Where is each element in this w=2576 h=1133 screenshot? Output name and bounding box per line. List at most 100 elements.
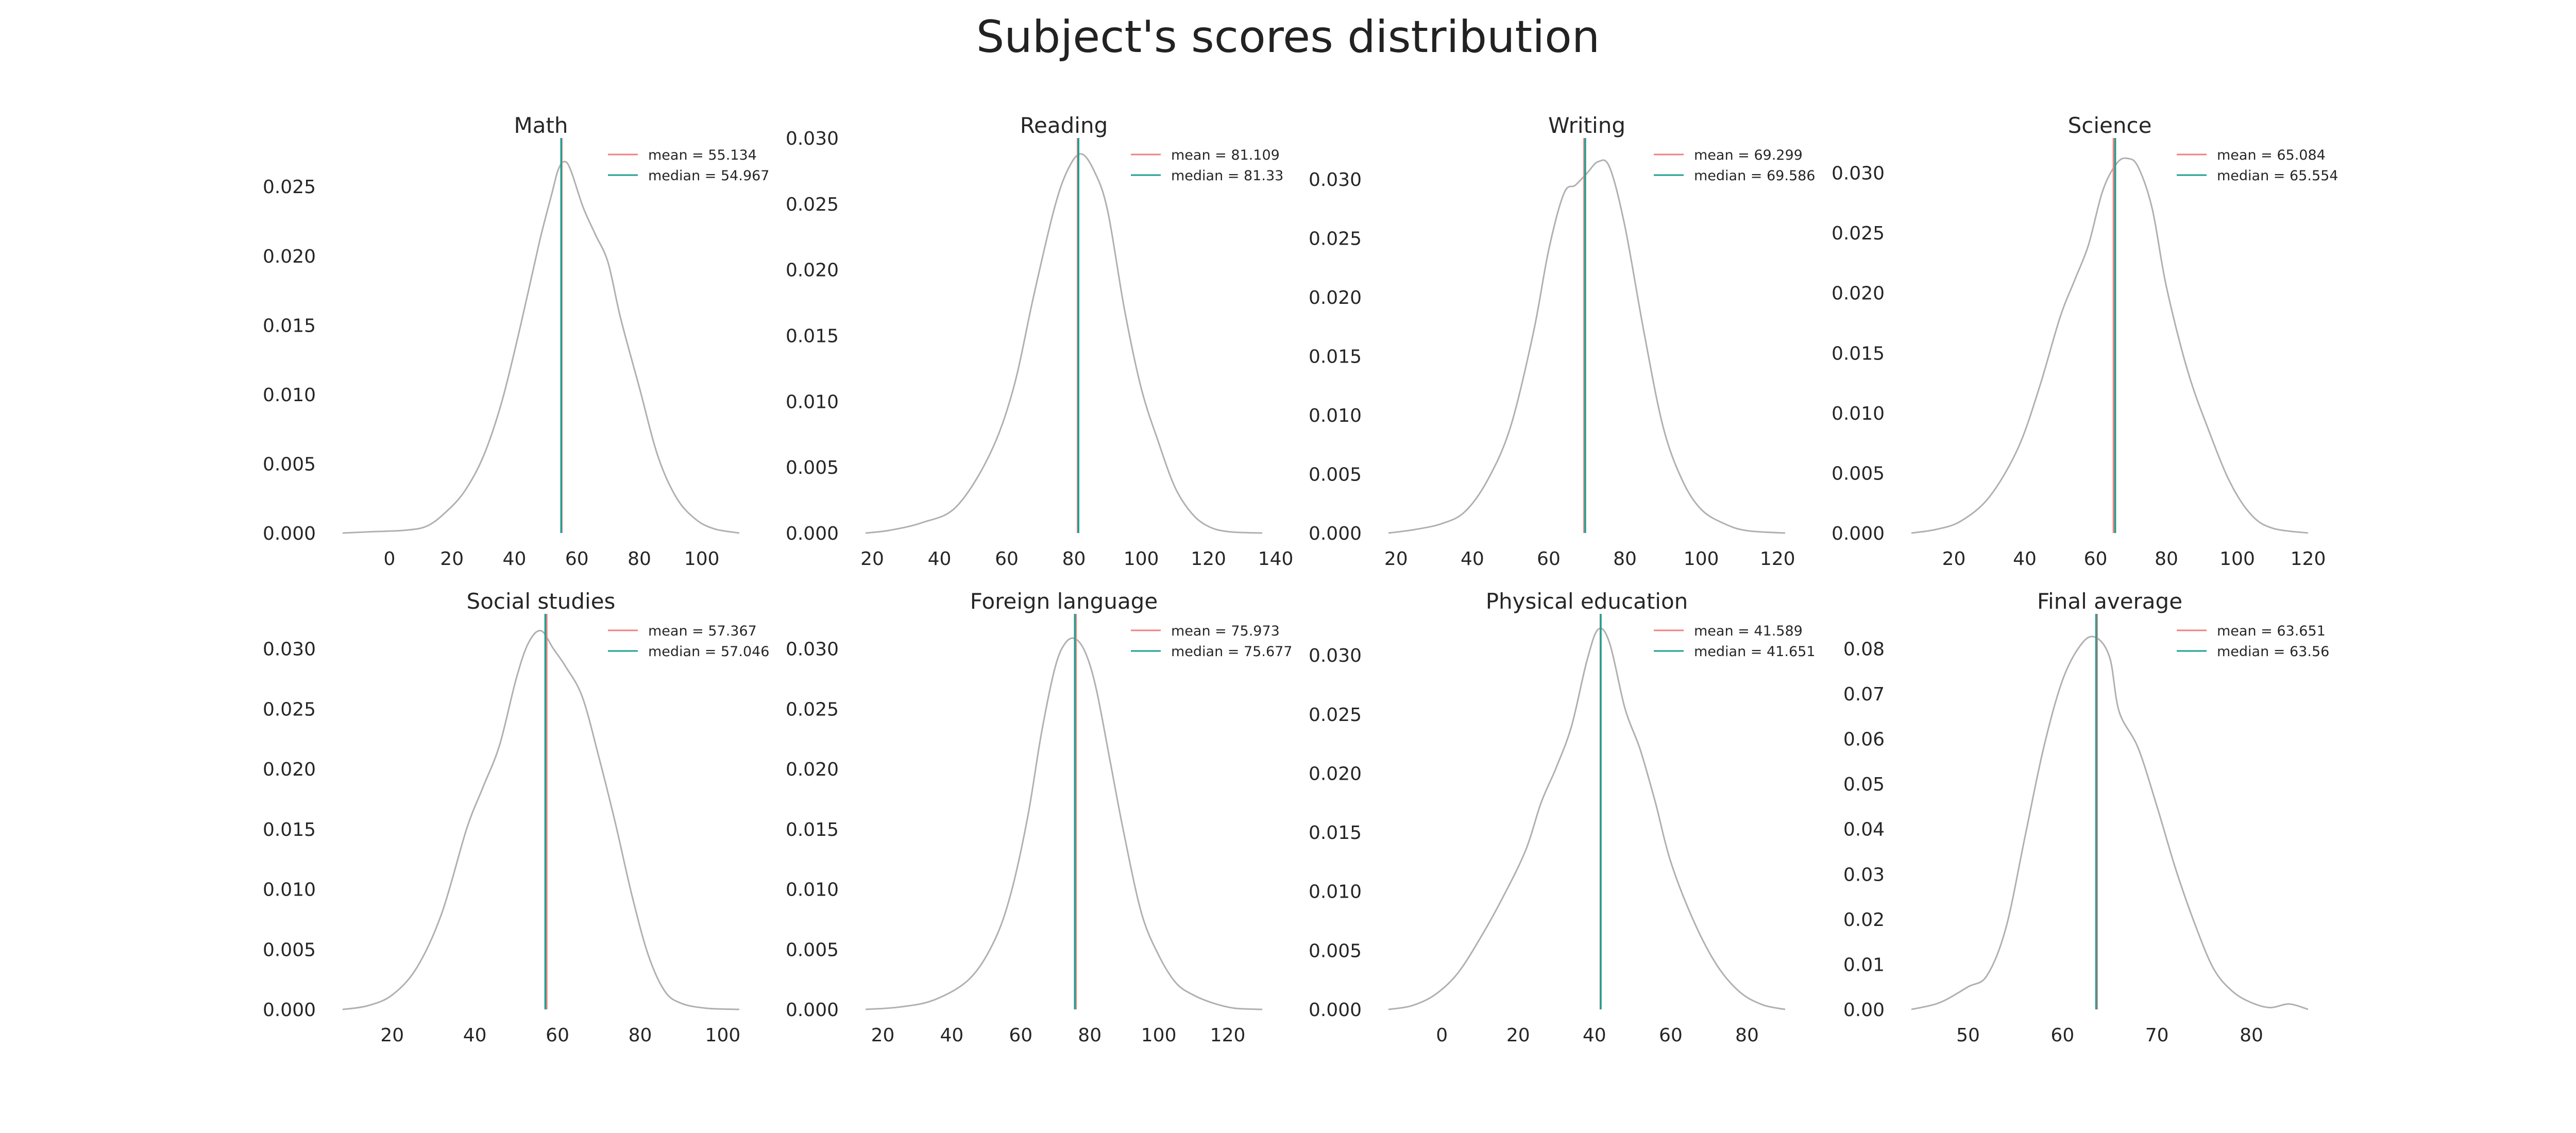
y-tick-label: 0.00 [1843, 1000, 1885, 1021]
y-tick-label: 0.025 [1309, 705, 1362, 726]
y-tick-label: 0.025 [786, 699, 839, 720]
y-tick-label: 0.015 [786, 819, 839, 840]
x-tick-label: 60 [546, 1025, 569, 1046]
density-curve [1911, 636, 2309, 1010]
x-tick-label: 70 [2145, 1025, 2169, 1046]
y-tick-label: 0.025 [786, 194, 839, 215]
x-tick-label: 100 [705, 1025, 741, 1046]
legend: mean = 41.589 median = 41.651 [1654, 623, 1815, 660]
y-tick-label: 0.020 [1309, 763, 1362, 784]
x-tick-label: 120 [1191, 548, 1226, 570]
y-tick-label: 0.005 [1309, 940, 1362, 962]
x-tick-label: 40 [2013, 548, 2037, 570]
y-tick-label: 0.025 [1309, 229, 1362, 250]
x-tick-label: 100 [684, 548, 720, 570]
y-tick-label: 0.08 [1843, 639, 1885, 660]
subplot-writing: Writing 0.000 0.005 0.010 0.015 0.020 0.025 0.0… [1309, 113, 1816, 570]
legend: mean = 65.084 median = 65.554 [2177, 147, 2338, 184]
x-tick-label: 80 [1062, 548, 1086, 570]
x-tick-label: 20 [1384, 548, 1408, 570]
x-tick-label: 60 [1537, 548, 1561, 570]
x-tick-label: 120 [2291, 548, 2326, 570]
legend-mean-label: mean = 57.367 [648, 623, 757, 639]
legend-median-label: median = 54.967 [648, 168, 769, 184]
x-tick-label: 80 [629, 1025, 652, 1046]
subplot-title: Final average [2037, 589, 2182, 614]
x-tick-label: 20 [1506, 1025, 1530, 1046]
y-tick-label: 0.005 [263, 939, 316, 960]
y-tick-label: 0.000 [263, 1000, 316, 1021]
legend-mean-label: mean = 69.299 [1694, 147, 1803, 163]
legend-mean-label: mean = 63.651 [2217, 623, 2326, 639]
x-tick-label: 80 [628, 548, 651, 570]
legend-mean-label: mean = 55.134 [648, 147, 757, 163]
x-tick-label: 80 [2155, 548, 2178, 570]
x-tick-label: 60 [2084, 548, 2108, 570]
subplot-title: Math [514, 113, 568, 138]
subplot-title: Social studies [467, 589, 616, 614]
x-tick-label: 40 [940, 1025, 963, 1046]
x-tick-label: 100 [2219, 548, 2255, 570]
legend: mean = 81.109 median = 81.33 [1131, 147, 1283, 184]
y-tick-label: 0.010 [786, 391, 839, 413]
subplot-physical-education: Physical education 0.000 0.005 0.010 0.015 0.… [1309, 589, 1816, 1046]
x-tick-label: 120 [1760, 548, 1795, 570]
legend-mean-label: mean = 81.109 [1171, 147, 1280, 163]
y-tick-label: 0.010 [1309, 405, 1362, 426]
x-tick-label: 80 [1613, 548, 1637, 570]
y-tick-label: 0.000 [263, 523, 316, 544]
y-tick-label: 0.000 [1309, 1000, 1362, 1021]
y-tick-label: 0.030 [1309, 645, 1362, 666]
x-tick-label: 120 [1210, 1025, 1246, 1046]
x-tick-label: 60 [995, 548, 1019, 570]
x-tick-label: 100 [1684, 548, 1719, 570]
y-tick-label: 0.000 [786, 1000, 839, 1021]
y-tick-label: 0.005 [1309, 465, 1362, 486]
density-curve [865, 637, 1263, 1010]
subplot-science: Science 0.000 0.005 0.010 0.015 0.020 0.025 0.0… [1832, 113, 2338, 570]
x-tick-label: 40 [1583, 1025, 1606, 1046]
y-tick-label: 0.02 [1843, 909, 1885, 931]
legend-mean-label: mean = 75.973 [1171, 623, 1280, 639]
subplot-title: Science [2068, 113, 2152, 138]
y-tick-label: 0.005 [786, 457, 839, 478]
y-tick-label: 0.020 [786, 260, 839, 281]
y-tick-label: 0.020 [1832, 283, 1885, 304]
y-tick-label: 0.020 [263, 246, 316, 267]
legend-median-label: median = 65.554 [2217, 168, 2338, 184]
main-title: Subject's scores distribution [976, 11, 1600, 63]
x-tick-label: 20 [440, 548, 464, 570]
legend: mean = 55.134 median = 54.967 [608, 147, 769, 184]
y-tick-label: 0.015 [786, 326, 839, 347]
y-tick-label: 0.05 [1843, 774, 1885, 795]
y-tick-label: 0.07 [1843, 684, 1885, 705]
y-tick-label: 0.010 [786, 880, 839, 901]
y-tick-label: 0.015 [1309, 347, 1362, 368]
legend-median-label: median = 75.677 [1171, 644, 1292, 660]
y-tick-label: 0.030 [786, 128, 839, 149]
y-tick-label: 0.030 [1309, 169, 1362, 191]
x-tick-label: 40 [1461, 548, 1484, 570]
x-tick-label: 60 [2050, 1025, 2074, 1046]
legend-median-label: median = 57.046 [648, 644, 769, 660]
legend: mean = 69.299 median = 69.586 [1654, 147, 1815, 184]
subplot-social-studies: Social studies 0.000 0.005 0.010 0.015 0.020 0… [263, 589, 770, 1046]
x-tick-label: 20 [380, 1025, 404, 1046]
y-tick-label: 0.025 [263, 177, 316, 198]
x-tick-label: 50 [1956, 1025, 1980, 1046]
y-tick-label: 0.020 [263, 759, 316, 780]
legend-mean-label: mean = 41.589 [1694, 623, 1803, 639]
y-tick-label: 0.025 [1832, 223, 1885, 244]
subplot-title: Writing [1548, 113, 1625, 138]
y-tick-label: 0.015 [263, 819, 316, 840]
y-tick-label: 0.01 [1843, 954, 1885, 975]
legend-median-label: median = 81.33 [1171, 168, 1283, 184]
x-tick-label: 80 [1078, 1025, 1101, 1046]
y-tick-label: 0.000 [1832, 523, 1885, 544]
y-tick-label: 0.03 [1843, 864, 1885, 885]
x-tick-label: 20 [1942, 548, 1966, 570]
legend-median-label: median = 41.651 [1694, 644, 1815, 660]
x-tick-label: 60 [1009, 1025, 1032, 1046]
subplot-title: Physical education [1486, 589, 1688, 614]
